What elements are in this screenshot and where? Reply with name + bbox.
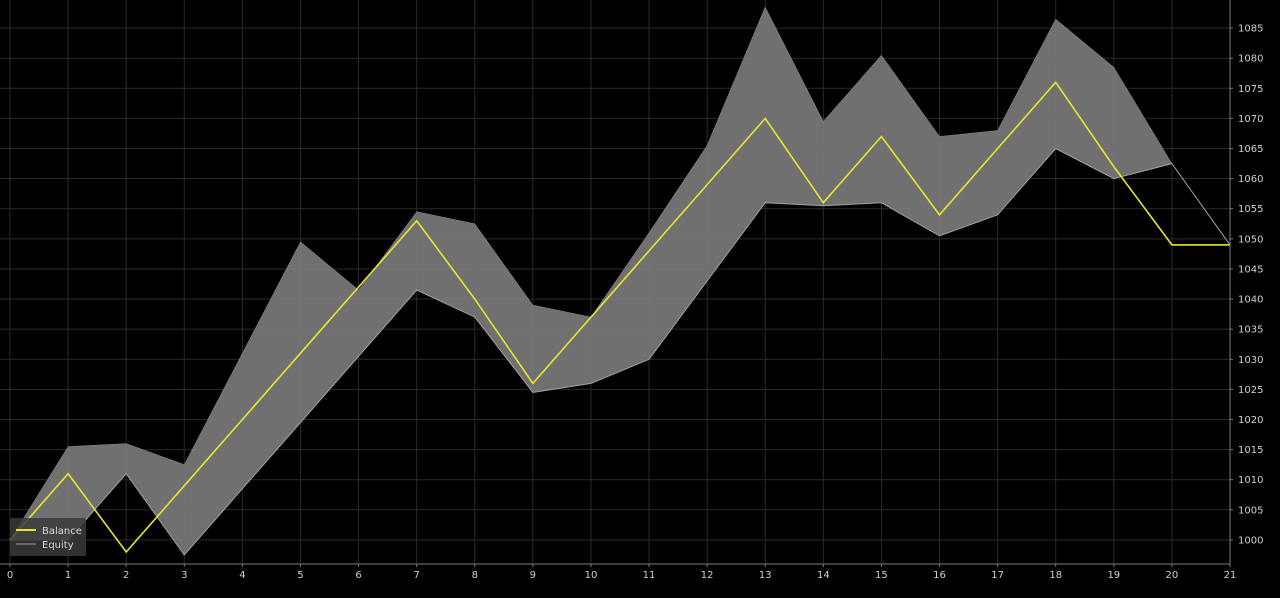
data-point-equity xyxy=(881,202,883,204)
data-point-equity xyxy=(823,205,825,207)
data-point-equity xyxy=(242,488,244,490)
y-tick-label: 1020 xyxy=(1238,415,1263,426)
data-point-equity xyxy=(706,280,708,282)
data-point-equity xyxy=(997,214,999,216)
y-tick-label: 1085 xyxy=(1238,24,1263,35)
data-point-equity xyxy=(764,202,766,204)
x-tick-label: 10 xyxy=(585,570,598,581)
x-tick-label: 9 xyxy=(530,570,536,581)
x-tick-label: 12 xyxy=(701,570,714,581)
x-tick-label: 1 xyxy=(65,570,71,581)
x-tick-label: 6 xyxy=(355,570,361,581)
legend-label-balance: Balance xyxy=(42,526,82,537)
x-tick-label: 13 xyxy=(759,570,772,581)
y-tick-label: 1005 xyxy=(1238,505,1263,516)
y-tick-label: 1060 xyxy=(1238,174,1263,185)
legend: Balance Equity xyxy=(10,518,86,556)
y-tick-label: 1045 xyxy=(1238,264,1263,275)
data-point-balance xyxy=(939,214,941,216)
data-point-balance xyxy=(706,184,708,186)
y-tick-label: 1075 xyxy=(1238,84,1263,95)
y-tick-label: 1015 xyxy=(1238,445,1263,456)
y-tick-label: 1040 xyxy=(1238,295,1263,306)
data-point-balance xyxy=(67,473,69,475)
y-tick-label: 1065 xyxy=(1238,144,1263,155)
data-point-equity xyxy=(1055,148,1057,150)
data-point-balance xyxy=(1171,244,1173,246)
data-point-balance xyxy=(881,136,883,138)
data-point-balance xyxy=(184,485,186,487)
x-tick-label: 21 xyxy=(1224,570,1237,581)
data-point-equity xyxy=(474,316,476,318)
x-tick-label: 5 xyxy=(297,570,303,581)
x-tick-label: 0 xyxy=(7,570,13,581)
series-lines xyxy=(9,81,1231,556)
data-point-balance xyxy=(764,118,766,120)
data-point-equity xyxy=(1171,163,1173,165)
data-point-balance xyxy=(416,220,418,222)
data-point-balance xyxy=(1113,166,1115,168)
x-tick-label: 18 xyxy=(1049,570,1062,581)
series-line-equity xyxy=(10,147,1231,556)
equity-band xyxy=(9,6,1231,556)
x-tick-label: 14 xyxy=(817,570,830,581)
y-tick-label: 1055 xyxy=(1238,204,1263,215)
y-tick-label: 1035 xyxy=(1238,325,1263,336)
data-point-equity xyxy=(300,422,302,424)
data-point-equity xyxy=(532,392,534,394)
data-point-equity xyxy=(590,383,592,385)
data-point-balance xyxy=(1055,82,1057,84)
data-point-equity xyxy=(184,554,186,556)
data-point-equity xyxy=(1113,178,1115,180)
data-point-equity xyxy=(416,289,418,291)
x-tick-label: 15 xyxy=(875,570,888,581)
data-point-balance xyxy=(997,148,999,150)
x-tick-label: 4 xyxy=(239,570,245,581)
data-point-balance xyxy=(590,316,592,318)
data-point-balance xyxy=(358,286,360,288)
axes: 0 1 2 3 4 5 6 7 8 9 10 11 12 13 14 15 16 17 18 19 20 21100010… xyxy=(0,0,1263,581)
data-point-equity xyxy=(939,235,941,237)
x-tick-label: 3 xyxy=(181,570,187,581)
equity-band-area xyxy=(9,6,1231,556)
y-tick-label: 1050 xyxy=(1238,234,1263,245)
x-tick-label: 7 xyxy=(413,570,419,581)
x-tick-label: 17 xyxy=(991,570,1004,581)
data-point-equity xyxy=(648,359,650,361)
data-point-balance xyxy=(474,298,476,300)
x-tick-label: 19 xyxy=(1107,570,1120,581)
y-tick-label: 1070 xyxy=(1238,114,1263,125)
data-point-balance xyxy=(823,202,825,204)
y-tick-label: 1025 xyxy=(1238,385,1263,396)
x-tick-label: 2 xyxy=(123,570,129,581)
data-point-balance xyxy=(125,551,127,553)
legend-box xyxy=(10,518,86,556)
data-point-equity xyxy=(125,473,127,475)
x-tick-label: 16 xyxy=(933,570,946,581)
y-tick-label: 1080 xyxy=(1238,54,1263,65)
data-point-balance xyxy=(300,352,302,354)
data-point-equity xyxy=(358,356,360,358)
data-point-balance xyxy=(532,383,534,385)
legend-label-equity: Equity xyxy=(42,540,74,551)
x-tick-label: 8 xyxy=(472,570,478,581)
series-line-balance xyxy=(9,81,1230,554)
x-tick-label: 11 xyxy=(643,570,656,581)
y-tick-label: 1030 xyxy=(1238,355,1263,366)
x-tick-label: 20 xyxy=(1166,570,1179,581)
y-tick-label: 1000 xyxy=(1238,535,1263,546)
data-point-balance xyxy=(648,250,650,252)
y-tick-label: 1010 xyxy=(1238,475,1263,486)
data-point-balance xyxy=(242,419,244,421)
